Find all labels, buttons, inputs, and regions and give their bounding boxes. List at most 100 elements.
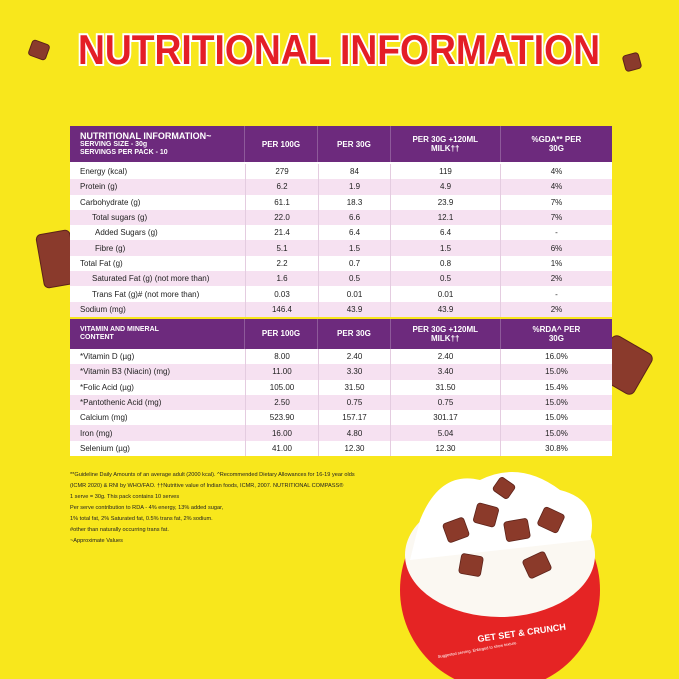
value-cell: 1.5 — [318, 240, 390, 256]
column-header: PER 30G +120ML MILK†† — [389, 318, 500, 349]
table-row: Fibre (g) 5.1 1.5 1.5 6% — [70, 240, 612, 256]
value-cell: 8.00 — [245, 348, 318, 365]
value-cell: 0.5 — [390, 271, 500, 287]
value-cell: 41.00 — [245, 440, 318, 457]
header-text: PER 100G — [261, 139, 301, 149]
value-cell: 279 — [245, 164, 318, 180]
value-cell: 7% — [500, 194, 612, 210]
nutrient-label: Sodium (mg) — [80, 304, 126, 314]
column-header: PER 30G — [317, 126, 389, 162]
value-cell: 3.40 — [390, 364, 500, 380]
value-cell: 0.03 — [245, 286, 318, 302]
footnote: Per serve contribution to RDA - 4% energ… — [70, 505, 224, 511]
page-title: NUTRITIONAL INFORMATION — [78, 26, 600, 73]
table-row: *Vitamin B3 (Niacin) (mg) 11.00 3.30 3.40 15… — [70, 364, 612, 380]
value-cell: 0.5 — [318, 271, 390, 287]
value-cell: 146.4 — [245, 301, 318, 317]
footnote: 1% total fat, 2% Saturated fat, 0.5% tra… — [70, 516, 213, 522]
value-cell: 4% — [500, 179, 612, 195]
table-row: Sodium (mg) 146.4 43.9 43.9 2% — [70, 301, 612, 317]
nutrient-label: Trans Fat (g)# (not more than) — [92, 289, 200, 299]
table-row: *Vitamin D (µg) 8.00 2.40 2.40 16.0% — [70, 348, 612, 365]
column-header: %GDA** PER 30G — [499, 126, 612, 162]
header-label: VITAMIN AND MINERAL CONTENT — [80, 325, 159, 341]
nutrient-label: Protein (g) — [80, 182, 118, 192]
table-header: NUTRITIONAL INFORMATION~ SERVING SIZE - … — [70, 126, 612, 162]
value-cell: 4% — [500, 164, 612, 180]
value-cell: 6% — [500, 240, 612, 256]
value-cell: 0.8 — [390, 255, 500, 272]
table-header: VITAMIN AND MINERAL CONTENT PER 100G PER… — [70, 318, 612, 349]
table-row: Calcium (mg) 523.90 157.17 301.17 15.0% — [70, 410, 612, 426]
value-cell: 0.75 — [318, 394, 390, 411]
value-cell: 12.30 — [390, 440, 500, 457]
value-cell: 523.90 — [245, 410, 318, 426]
value-cell: 15.0% — [500, 425, 612, 441]
table-row: Total sugars (g) 22.0 6.6 12.1 7% — [70, 209, 612, 226]
value-cell: 15.4% — [500, 379, 612, 395]
nutrient-label: Fibre (g) — [95, 243, 126, 253]
serving-size: SERVING SIZE - 30g — [80, 141, 148, 148]
value-cell: 12.1 — [390, 209, 500, 226]
value-cell: 15.0% — [500, 394, 612, 411]
column-header: PER 30G +120ML MILK†† — [389, 126, 500, 162]
value-cell: 22.0 — [245, 209, 318, 226]
header-text: PER 30G +120ML MILK†† — [412, 135, 479, 153]
value-cell: 2.40 — [318, 348, 390, 365]
nutrient-label: Energy (kcal) — [80, 167, 128, 177]
nutrient-label: Saturated Fat (g) (not more than) — [92, 274, 210, 284]
value-cell: 0.7 — [318, 255, 390, 272]
footnote: (ICMR 2020) & RNI by WHO/FAO. ††Nutritiv… — [70, 483, 344, 489]
value-cell: 6.6 — [318, 209, 390, 226]
column-header: PER 100G — [243, 318, 317, 349]
value-cell: 6.4 — [318, 225, 390, 241]
value-cell: 23.9 — [390, 194, 500, 210]
nutrient-label: *Vitamin D (µg) — [80, 352, 135, 362]
table-row: Selenium (µg) 41.00 12.30 12.30 30.8% — [70, 440, 612, 457]
column-header: %RDA^ PER 30G — [499, 318, 612, 349]
table-row: Added Sugars (g) 21.4 6.4 6.4- — [70, 225, 612, 241]
value-cell: - — [500, 286, 612, 302]
table-row: Protein (g) 6.2 1.9 4.9 4% — [70, 179, 612, 195]
nutrient-label: Total Fat (g) — [80, 258, 123, 268]
footnote: 1 serve = 30g. This pack contains 10 ser… — [70, 494, 180, 500]
value-cell: 43.9 — [318, 301, 390, 317]
value-cell: 61.1 — [245, 194, 318, 210]
value-cell: 31.50 — [390, 379, 500, 395]
value-cell: 2.40 — [390, 348, 500, 365]
footnotes: **Guideline Daily Amounts of an average … — [70, 470, 440, 547]
value-cell: 1.5 — [390, 240, 500, 256]
value-cell: 0.75 — [390, 394, 500, 411]
column-header: PER 30G — [317, 318, 389, 349]
column-header: PER 100G — [243, 126, 317, 162]
value-cell: 3.30 — [318, 364, 390, 380]
value-cell: 301.17 — [390, 410, 500, 426]
table-body: *Vitamin D (µg) 8.00 2.40 2.40 16.0% *Vitamin… — [70, 348, 612, 457]
nutrient-label: *Pantothenic Acid (mg) — [80, 398, 162, 407]
value-cell: 15.0% — [500, 364, 612, 380]
nutrient-label: Iron (mg) — [80, 428, 113, 438]
nutrient-label: Selenium (µg) — [80, 443, 130, 453]
value-cell: 12.30 — [318, 440, 390, 457]
table-row: Saturated Fat (g) (not more than) 1.6 0.5 0… — [70, 271, 612, 287]
header-text: %GDA** PER 30G — [531, 135, 582, 153]
table-row: Iron (mg) 16.00 4.80 5.04 15.0% — [70, 425, 612, 441]
value-cell: 2% — [500, 271, 612, 287]
value-cell: 4.80 — [318, 425, 390, 441]
value-cell: 2% — [500, 301, 612, 317]
header-text: %RDA^ PER 30G — [532, 324, 581, 343]
value-cell: 0.01 — [318, 286, 390, 302]
value-cell: 84 — [318, 164, 390, 180]
nutrient-label: Total sugars (g) — [92, 213, 148, 223]
value-cell: 4.9 — [390, 179, 500, 195]
footnote: ~Approximate Values — [70, 538, 123, 544]
table-row: *Folic Acid (µg) 105.00 31.50 31.50 15.4% — [70, 379, 612, 395]
table-row: Carbohydrate (g) 61.1 18.3 23.9 7% — [70, 194, 612, 210]
header-label: NUTRITIONAL INFORMATION~ — [80, 131, 212, 141]
nutrition-table: NUTRITIONAL INFORMATION~ SERVING SIZE - … — [70, 126, 612, 457]
footnote: **Guideline Daily Amounts of an average … — [70, 472, 355, 478]
value-cell: 0.01 — [390, 286, 500, 302]
footnote: #other than naturally occurring trans fa… — [70, 527, 169, 533]
